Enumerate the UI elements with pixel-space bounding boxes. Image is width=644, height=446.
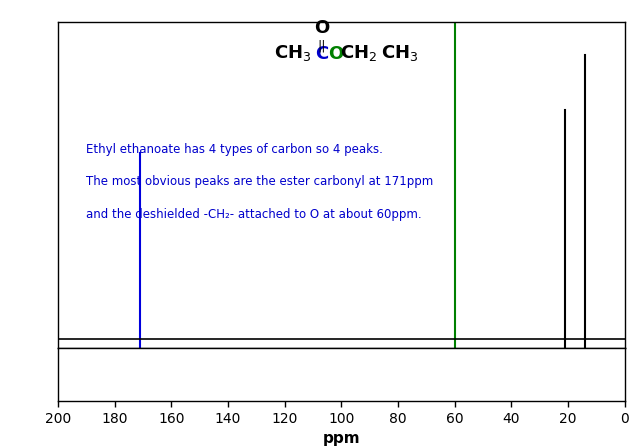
Text: ||: ||: [317, 39, 326, 52]
Text: C: C: [316, 45, 328, 63]
Text: CH$_3$: CH$_3$: [381, 43, 419, 63]
Text: The most obvious peaks are the ester carbonyl at 171ppm: The most obvious peaks are the ester car…: [86, 175, 433, 188]
Text: and the deshielded -CH₂- attached to O at about 60ppm.: and the deshielded -CH₂- attached to O a…: [86, 208, 422, 221]
Text: Ethyl ethanoate has 4 types of carbon so 4 peaks.: Ethyl ethanoate has 4 types of carbon so…: [86, 143, 383, 156]
Text: CH$_2$: CH$_2$: [340, 43, 377, 63]
Text: O: O: [314, 19, 329, 37]
X-axis label: ppm: ppm: [323, 431, 360, 446]
Text: O: O: [328, 45, 343, 63]
Text: CH$_3$: CH$_3$: [274, 43, 312, 63]
